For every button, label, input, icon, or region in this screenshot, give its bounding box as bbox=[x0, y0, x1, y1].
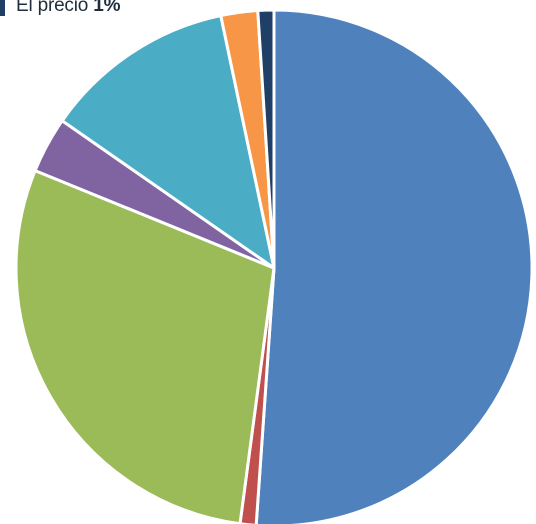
pie-slice-7 bbox=[256, 8, 276, 270]
legend-swatch bbox=[0, 0, 5, 16]
pie-slices bbox=[14, 8, 534, 524]
pie-slice-5 bbox=[60, 14, 276, 270]
legend-value: 1% bbox=[93, 0, 121, 16]
pie-slice-1 bbox=[254, 8, 534, 524]
pie-slice-3 bbox=[14, 169, 276, 524]
legend-entry: El precio 1% bbox=[16, 0, 120, 17]
legend-label: El precio bbox=[16, 0, 89, 16]
